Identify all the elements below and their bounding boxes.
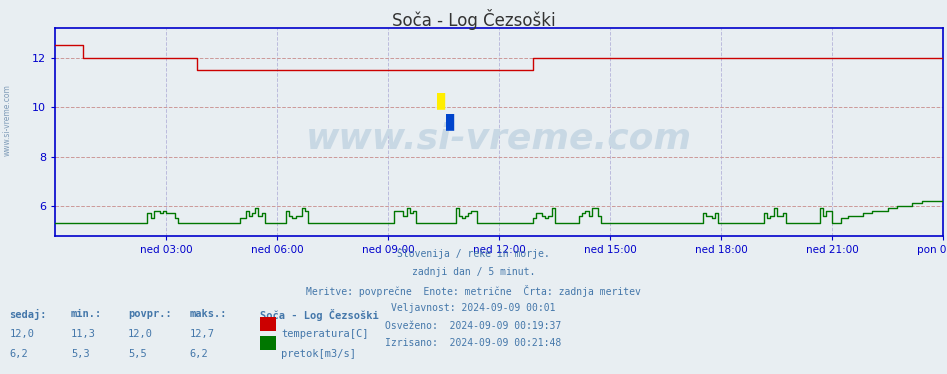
Text: Soča - Log Čezsoški: Soča - Log Čezsoški — [260, 309, 379, 321]
Text: Soča - Log Čezsoški: Soča - Log Čezsoški — [392, 9, 555, 30]
Text: povpr.:: povpr.: — [128, 309, 171, 319]
Text: Osveženo:  2024-09-09 00:19:37: Osveženo: 2024-09-09 00:19:37 — [385, 321, 562, 331]
Text: Veljavnost: 2024-09-09 00:01: Veljavnost: 2024-09-09 00:01 — [391, 303, 556, 313]
Text: 5,3: 5,3 — [71, 349, 90, 359]
Text: Izrisano:  2024-09-09 00:21:48: Izrisano: 2024-09-09 00:21:48 — [385, 338, 562, 349]
Text: ▮: ▮ — [444, 111, 456, 131]
Text: maks.:: maks.: — [189, 309, 227, 319]
Text: Meritve: povprečne  Enote: metrične  Črta: zadnja meritev: Meritve: povprečne Enote: metrične Črta:… — [306, 285, 641, 297]
Text: www.si-vreme.com: www.si-vreme.com — [3, 84, 12, 156]
Text: zadnji dan / 5 minut.: zadnji dan / 5 minut. — [412, 267, 535, 277]
Text: ▮: ▮ — [436, 91, 447, 111]
Text: 12,0: 12,0 — [128, 329, 152, 339]
Text: 12,0: 12,0 — [9, 329, 34, 339]
Text: temperatura[C]: temperatura[C] — [281, 329, 368, 339]
Text: 6,2: 6,2 — [9, 349, 28, 359]
Text: pretok[m3/s]: pretok[m3/s] — [281, 349, 356, 359]
Text: min.:: min.: — [71, 309, 102, 319]
Text: Slovenija / reke in morje.: Slovenija / reke in morje. — [397, 249, 550, 259]
Text: 5,5: 5,5 — [128, 349, 147, 359]
Text: 12,7: 12,7 — [189, 329, 214, 339]
Text: 11,3: 11,3 — [71, 329, 96, 339]
Text: 6,2: 6,2 — [189, 349, 208, 359]
Text: sedaj:: sedaj: — [9, 309, 47, 319]
Text: www.si-vreme.com: www.si-vreme.com — [306, 121, 692, 155]
